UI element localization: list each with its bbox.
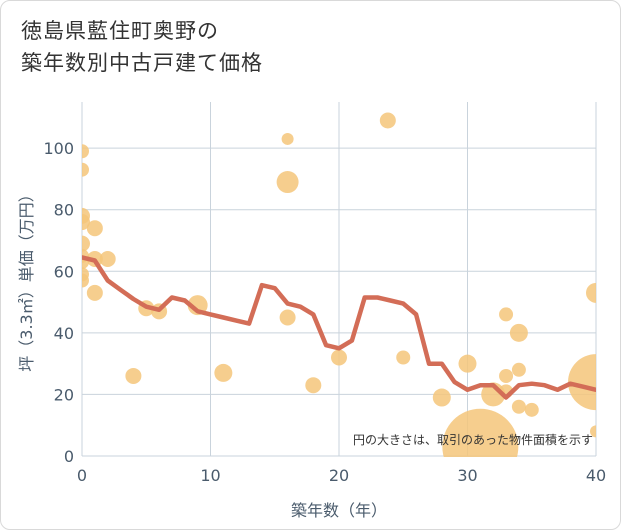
bubble-series bbox=[82, 112, 596, 457]
trend-line-series bbox=[82, 255, 596, 400]
x-tick-label: 0 bbox=[77, 466, 87, 485]
bubble-point bbox=[281, 132, 294, 145]
bubble-point bbox=[82, 144, 89, 159]
bubble-point bbox=[305, 377, 322, 394]
bubble-size-note: 円の大きさは、取引のあった物件面積を示す bbox=[353, 432, 593, 447]
axis-ticks: 0 10 20 30 40 0 20 40 60 80 100 bbox=[43, 139, 606, 485]
bubble-point bbox=[509, 323, 528, 342]
bubble-point bbox=[568, 354, 596, 411]
y-axis-label: 坪（3.3㎡）単価（万円） bbox=[17, 186, 36, 371]
x-tick-label: 20 bbox=[329, 466, 349, 485]
y-tick-label: 0 bbox=[64, 447, 74, 466]
bubble-point bbox=[442, 408, 519, 457]
chart-title-line-2: 築年数別中古戸建て価格 bbox=[21, 51, 263, 75]
bubble-point bbox=[396, 350, 411, 365]
bubble-point bbox=[432, 388, 451, 407]
x-axis-label: 築年数（年） bbox=[291, 501, 387, 520]
y-tick-label: 20 bbox=[54, 385, 74, 404]
y-tick-label: 80 bbox=[54, 201, 74, 220]
x-tick-label: 10 bbox=[200, 466, 220, 485]
chart-title: 徳島県藍住町奥野の 築年数別中古戸建て価格 bbox=[21, 15, 263, 79]
bubble-point bbox=[214, 363, 233, 382]
bubble-point bbox=[82, 235, 90, 252]
chart-title-line-1: 徳島県藍住町奥野の bbox=[21, 19, 219, 43]
bubble-point bbox=[331, 349, 347, 366]
bubble-point bbox=[524, 402, 539, 417]
y-tick-label: 60 bbox=[54, 262, 74, 281]
y-tick-label: 40 bbox=[54, 324, 74, 343]
y-tick-label: 100 bbox=[43, 139, 74, 158]
bubble-point bbox=[379, 112, 396, 129]
bubble-point bbox=[458, 354, 477, 373]
bubble-point bbox=[86, 220, 103, 237]
bubble-point bbox=[511, 362, 526, 377]
bubble-point bbox=[590, 425, 596, 438]
bubble-point bbox=[99, 250, 116, 267]
bubble-point bbox=[499, 368, 514, 383]
bubble-point bbox=[86, 284, 103, 301]
bubble-point bbox=[586, 282, 596, 303]
average-price-line bbox=[82, 255, 596, 400]
bubble-point bbox=[82, 162, 89, 177]
bubble-point bbox=[511, 399, 526, 414]
bubble-point bbox=[499, 307, 514, 322]
bubble-point bbox=[276, 171, 299, 194]
bubble-point bbox=[187, 295, 208, 316]
bubble-point bbox=[125, 367, 142, 384]
x-tick-label: 30 bbox=[457, 466, 477, 485]
bubble-point bbox=[279, 309, 296, 326]
x-tick-label: 40 bbox=[586, 466, 606, 485]
bubble-point bbox=[82, 273, 89, 288]
